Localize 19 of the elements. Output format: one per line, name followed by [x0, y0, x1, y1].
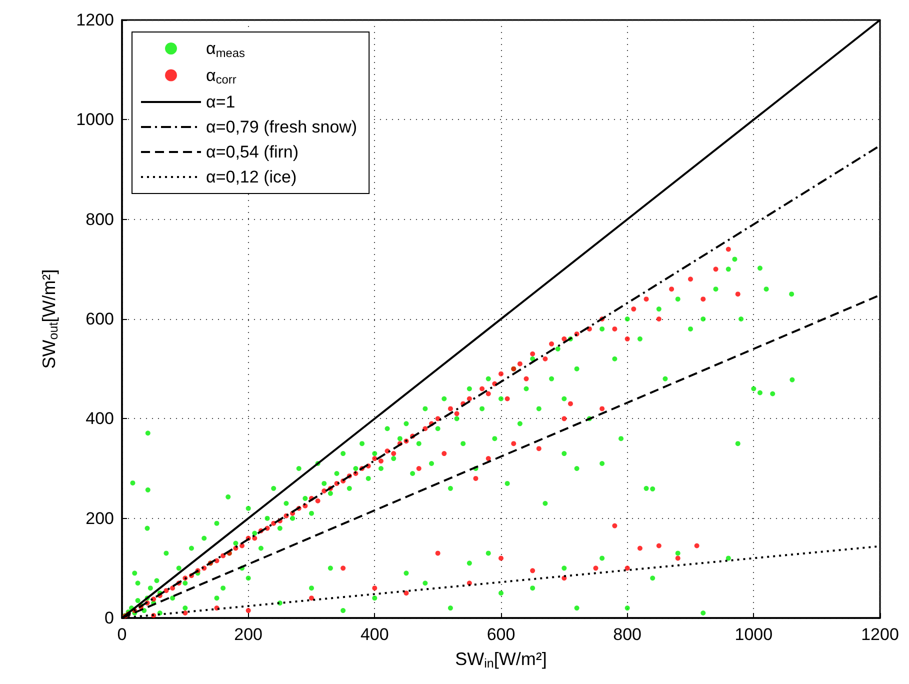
- y-tick-label: 1000: [76, 110, 114, 130]
- x-tick-label: 200: [234, 625, 263, 644]
- legend-label: α=0,79 (fresh snow): [206, 118, 358, 136]
- x-tick-label: 600: [486, 625, 516, 644]
- x-tick-label: 800: [613, 625, 642, 644]
- y-tick-label: 1200: [76, 10, 114, 30]
- legend-label: α=0,12 (ice): [206, 168, 297, 186]
- x-tick-label: 0: [117, 625, 127, 644]
- legend-label: α=1: [206, 92, 236, 112]
- y-tick-label: 400: [86, 409, 114, 428]
- x-tick-label: 1200: [861, 625, 899, 644]
- x-tick-label: 400: [360, 625, 389, 644]
- y-axis-title: SWout[W/m²]: [39, 269, 60, 369]
- y-tick-label: 0: [104, 608, 114, 628]
- x-tick-label: 1000: [734, 625, 773, 644]
- legend-label: α=0,54 (firn): [206, 142, 299, 162]
- y-tick-label: 800: [86, 210, 114, 229]
- y-tick-label: 200: [86, 508, 114, 528]
- y-tick-label: 600: [86, 310, 114, 328]
